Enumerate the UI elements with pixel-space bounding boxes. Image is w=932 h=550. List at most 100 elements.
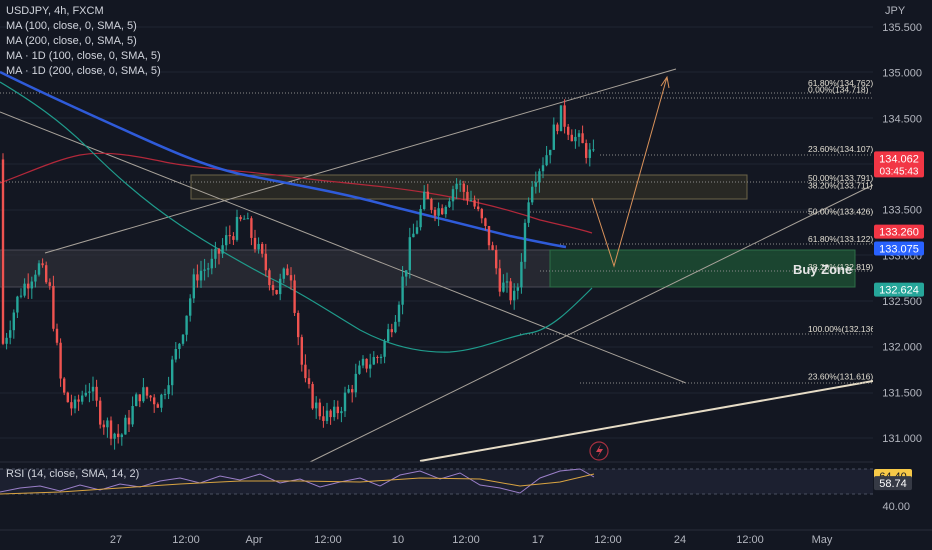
- ma-1d-200-legend[interactable]: MA · 1D (200, close, 0, SMA, 5): [6, 65, 161, 77]
- candle: [12, 309, 15, 339]
- fib-label: 50.00%(133.791): [808, 173, 873, 183]
- candle: [19, 288, 23, 299]
- candle: [491, 241, 494, 251]
- candle: [419, 204, 422, 231]
- candle: [250, 216, 253, 246]
- projection-path: [591, 76, 668, 268]
- candle: [207, 262, 210, 278]
- candle: [102, 420, 105, 435]
- fib-label: 23.60%(134.107): [808, 144, 873, 154]
- candle: [217, 247, 221, 265]
- candle: [541, 157, 545, 179]
- candle: [513, 283, 516, 310]
- price-badge-text: 134.062: [879, 153, 919, 165]
- time-axis[interactable]: [0, 530, 932, 550]
- rsi-tick-label: 40.00: [882, 501, 910, 513]
- ma-1d-100-legend[interactable]: MA · 1D (100, close, 0, SMA, 5): [6, 50, 161, 62]
- candle: [502, 274, 505, 293]
- candle: [441, 204, 444, 216]
- price-tick-label: 133.500: [882, 205, 922, 217]
- candle: [509, 278, 512, 305]
- candle: [289, 267, 293, 290]
- ma-100-legend[interactable]: MA (100, close, 0, SMA, 5): [6, 20, 137, 32]
- candle: [275, 289, 278, 295]
- candle: [41, 258, 44, 268]
- candle: [563, 99, 566, 134]
- fib-labels: 61.80%(134.762)0.00%(134.718) 23.60%(134.…: [808, 78, 878, 382]
- time-tick-label: 10: [392, 534, 404, 546]
- countdown-text: 03:45:43: [880, 166, 919, 177]
- candle: [91, 376, 95, 401]
- candle: [372, 351, 375, 366]
- lightning-icon[interactable]: [589, 441, 609, 461]
- fib-label: 50.00%(133.426): [808, 206, 873, 216]
- candle: [66, 391, 69, 403]
- time-tick-label: 12:00: [172, 534, 200, 546]
- candle: [189, 294, 192, 322]
- candle: [455, 178, 458, 199]
- candle: [520, 253, 523, 294]
- price-tick-label: 135.000: [882, 68, 922, 80]
- candle: [228, 225, 231, 245]
- candle: [145, 386, 149, 399]
- candle: [423, 185, 426, 211]
- candle: [48, 278, 51, 290]
- candle: [480, 207, 483, 224]
- candle: [1, 153, 5, 346]
- candle: [592, 139, 595, 152]
- candle: [63, 377, 66, 396]
- candle: [113, 432, 116, 450]
- price-badge: 133.260: [874, 224, 924, 239]
- candle: [556, 122, 559, 135]
- price-tick-label: 131.500: [882, 387, 922, 399]
- candle: [304, 354, 307, 383]
- candle: [322, 406, 325, 428]
- rsi-legend[interactable]: RSI (14, close, SMA, 14, 2): [6, 468, 140, 480]
- candle: [340, 406, 343, 423]
- candle: [27, 273, 30, 300]
- candle: [261, 241, 264, 258]
- time-tick-label: 17: [532, 534, 544, 546]
- candle: [581, 125, 584, 144]
- candle: [138, 394, 141, 408]
- candle: [5, 332, 8, 350]
- time-tick-label: Apr: [245, 534, 262, 546]
- candle: [462, 180, 465, 201]
- candle: [279, 273, 282, 301]
- candle: [55, 323, 59, 346]
- ma-200-legend[interactable]: MA (200, close, 0, SMA, 5): [6, 35, 137, 47]
- candle: [437, 202, 440, 227]
- fib-label: 61.80%(134.762): [808, 78, 873, 88]
- candle: [37, 260, 41, 277]
- candle: [120, 433, 123, 446]
- candle: [127, 409, 131, 433]
- candle: [534, 171, 537, 194]
- candle: [376, 355, 379, 364]
- candles: [1, 99, 595, 450]
- support-zone-wide[interactable]: [0, 249, 551, 288]
- candle: [498, 259, 501, 297]
- candle: [390, 323, 393, 338]
- candle: [214, 241, 217, 268]
- candle: [466, 185, 469, 205]
- candle: [397, 301, 401, 327]
- candle: [271, 280, 275, 296]
- rsi-badge-text: 58.74: [879, 478, 907, 490]
- buy-zone-label: Buy Zone: [793, 262, 852, 277]
- candle: [315, 396, 318, 419]
- trend-lines: [0, 68, 874, 463]
- resistance-zone-upper[interactable]: [190, 174, 748, 200]
- candle: [257, 237, 260, 254]
- candle: [77, 394, 80, 411]
- candle: [347, 384, 350, 394]
- price-badge-text: 132.624: [879, 285, 919, 297]
- candle: [81, 390, 84, 405]
- candle: [167, 376, 170, 400]
- ma-teal-line: [0, 81, 593, 353]
- price-axis[interactable]: [873, 0, 932, 530]
- symbol-title[interactable]: USDJPY, 4h, FXCM: [6, 5, 104, 17]
- candle: [117, 424, 120, 444]
- candle: [149, 394, 152, 402]
